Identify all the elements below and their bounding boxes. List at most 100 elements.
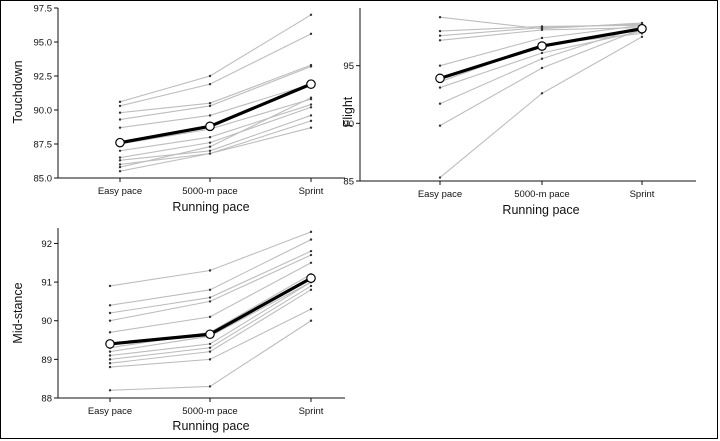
mid-stance-xtick-label: Sprint [299, 406, 324, 417]
touchdown-individual-point [208, 82, 212, 86]
touchdown-individual-point [309, 126, 313, 129]
flight-individual-point [438, 86, 442, 89]
touchdown-individual-point [208, 102, 212, 105]
flight-individual-point [540, 36, 544, 40]
flight-individual-point [540, 26, 544, 29]
mid-stance-individual-point [309, 230, 313, 234]
mid-stance-ytick-label: 90 [41, 316, 52, 327]
touchdown-individual-point [208, 74, 212, 78]
mid-stance-panel: 88 89 90 91 92 Easy pace 5000-m pace Sprint Runn… [11, 228, 345, 433]
touchdown-individual-point [118, 165, 122, 169]
flight-ytick-label: 85 [343, 177, 354, 188]
mid-stance-individual-point [309, 307, 313, 311]
mid-stance-individual-point [309, 253, 313, 257]
flight-individual-point [540, 92, 544, 95]
touchdown-individual-point [309, 114, 313, 117]
flight-ytick-label: 90 [343, 119, 354, 130]
touchdown-individual-point [309, 13, 313, 16]
mid-stance-individual-point [208, 358, 212, 361]
touchdown-xtick-label: Easy pace [98, 186, 142, 197]
touchdown-individual-point [208, 114, 212, 117]
touchdown-x-title: Running pace [172, 200, 249, 214]
touchdown-ytick-label: 95.0 [34, 38, 53, 49]
mid-stance-x-title: Running pace [172, 419, 249, 433]
touchdown-individual-point [118, 149, 122, 152]
mid-stance-individual-point [108, 362, 112, 365]
mid-stance-individual-point [208, 350, 212, 353]
mid-stance-individual-point [108, 365, 112, 369]
flight-individual-point [438, 102, 442, 105]
touchdown-individual-point [309, 106, 313, 109]
flight-individual-point [540, 66, 544, 70]
touchdown-y-title: Touchdown [11, 60, 25, 123]
touchdown-individual-point [309, 65, 313, 68]
mid-stance-individual-line [109, 231, 312, 287]
mid-stance-individual-point [309, 261, 313, 264]
flight-individual-point [438, 176, 442, 179]
mid-stance-individual-point [208, 296, 212, 299]
mid-stance-ytick-label: 88 [41, 394, 52, 405]
flight-mean-point [537, 41, 547, 51]
touchdown-individual-point [208, 136, 212, 139]
flight-individual-point [438, 64, 442, 67]
mid-stance-ytick-label: 91 [41, 278, 52, 289]
mid-stance-individual-point [208, 342, 212, 346]
touchdown-individual-point [118, 118, 122, 121]
touchdown-ytick-label: 85.0 [34, 174, 53, 185]
touchdown-individual-point [208, 152, 212, 155]
mid-stance-xtick-label: 5000-m pace [182, 406, 237, 417]
touchdown-ytick-label: 87.5 [34, 140, 53, 151]
mid-stance-y-title: Mid-stance [11, 282, 25, 343]
touchdown-individual-point [309, 32, 313, 36]
mid-stance-individual-point [309, 238, 313, 241]
flight-individual-point [438, 16, 442, 19]
touchdown-ytick-label: 90.0 [34, 106, 53, 117]
mid-stance-individual-point [108, 389, 112, 392]
mid-stance-mean-point [105, 339, 115, 349]
touchdown-ytick-label: 92.5 [34, 72, 53, 83]
touchdown-individual-point [208, 149, 212, 152]
flight-individual-point [438, 34, 442, 37]
flight-individual-point [438, 124, 442, 127]
mid-stance-individual-point [208, 346, 212, 349]
mid-stance-individual-point [208, 269, 212, 272]
touchdown-individual-point [118, 159, 122, 162]
touchdown-xtick-label: Sprint [299, 186, 324, 197]
touchdown-individual-point [208, 145, 212, 148]
touchdown-individual-point [118, 126, 122, 129]
mid-stance-individual-point [108, 304, 112, 307]
touchdown-individual-point [118, 163, 122, 166]
flight-panel: 85 90 95 Easy pace 5000-m pace Sprint Running … [341, 8, 696, 217]
mid-stance-individual-point [108, 358, 112, 361]
touchdown-mean-point [306, 79, 316, 89]
mid-stance-individual-point [108, 284, 112, 288]
mid-stance-individual-point [108, 331, 112, 334]
flight-xtick-label: Sprint [630, 189, 655, 200]
mid-stance-mean-point [205, 329, 215, 340]
flight-individual-point [540, 28, 544, 32]
touchdown-xtick-label: 5000-m pace [182, 186, 237, 197]
flight-ytick-label: 95 [343, 61, 354, 72]
touchdown-individual-point [208, 141, 212, 144]
touchdown-individual-point [118, 100, 122, 104]
mid-stance-mean-point [306, 273, 316, 284]
touchdown-individual-point [118, 170, 122, 173]
touchdown-individual-point [118, 111, 122, 114]
touchdown-individual-line [119, 14, 312, 103]
flight-y-title: Flight [341, 96, 355, 127]
flight-individual-point [540, 57, 544, 60]
touchdown-mean-point [205, 121, 215, 132]
mid-stance-individual-point [309, 249, 313, 253]
flight-individual-point [640, 35, 644, 39]
mid-stance-individual-point [108, 350, 112, 353]
mid-stance-individual-line [109, 250, 312, 314]
mid-stance-individual-point [208, 300, 212, 303]
touchdown-individual-point [309, 103, 313, 106]
flight-individual-point [438, 29, 442, 33]
mid-stance-individual-point [208, 288, 212, 292]
touchdown-panel: 85.0 87.5 90.0 92.5 95.0 97.5 Easy pace 5000-m … [11, 4, 345, 214]
touchdown-individual-point [118, 156, 122, 159]
touchdown-mean-point [115, 137, 125, 148]
